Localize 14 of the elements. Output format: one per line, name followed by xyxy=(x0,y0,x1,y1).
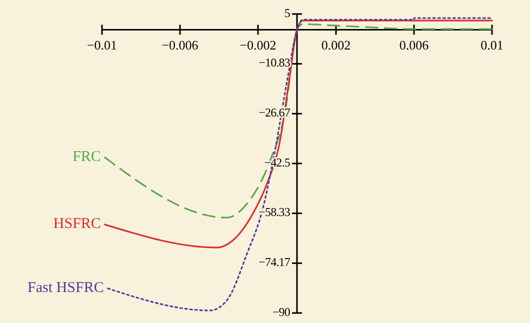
y-tick-label: −74.17 xyxy=(258,254,290,269)
x-tick-label: 0.01 xyxy=(480,38,504,53)
x-tick-label: −0.006 xyxy=(162,38,199,53)
series-label: FRC xyxy=(72,148,101,165)
x-tick-label: −0.01 xyxy=(86,38,118,53)
series-label: HSFRC xyxy=(53,216,101,232)
x-tick-label: 0.006 xyxy=(399,38,430,53)
series-label: Fast HSFRC xyxy=(28,280,104,296)
y-tick-label: −10.83 xyxy=(258,56,290,70)
y-tick-label: −90 xyxy=(272,304,290,319)
x-tick-label: 0.002 xyxy=(321,38,351,53)
y-tick-label: −58.33 xyxy=(258,205,290,220)
x-tick-label: −0.002 xyxy=(240,38,276,53)
y-tick-label: 5 xyxy=(284,6,290,20)
